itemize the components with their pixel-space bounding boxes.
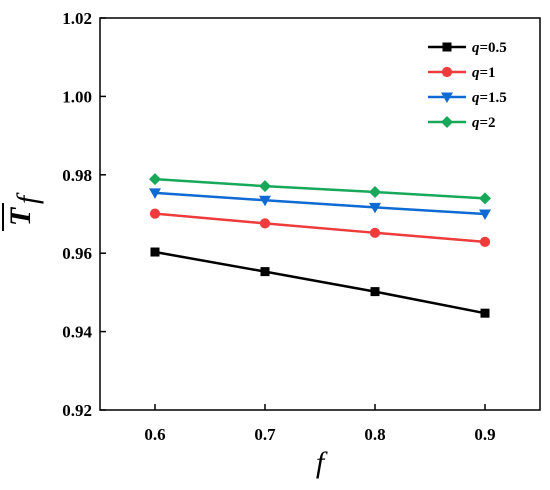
legend-label: q=0.5 [472,40,507,56]
data-point [369,227,381,238]
series-q=1 [149,208,491,247]
y-tick-label: 0.94 [62,323,92,342]
y-axis-title: Tf [2,192,44,231]
legend-item: q=1 [428,65,496,81]
y-axis-title-main: T [4,206,37,226]
data-point [259,180,271,193]
x-axis-title: f [316,446,328,479]
data-point [259,195,271,207]
series-line [154,212,486,244]
y-axis-title-subscript: f [11,192,44,204]
x-tick-label: 0.8 [364,425,385,444]
legend-var: q [472,65,480,81]
legend-label: q=1.5 [472,90,507,106]
legend-var: q [472,115,480,131]
series-q=0.5 [150,247,490,318]
data-point [479,236,491,247]
ticks: 0.6 0.7 0.8 0.9 0.92 0.94 0.96 0.98 1.00 1.02 [62,9,495,444]
series-line [154,250,486,315]
legend-item: q=2 [428,115,496,131]
series-q=2 [149,173,491,205]
legend-marker [441,116,453,128]
y-tick-label: 0.92 [62,401,92,420]
legend-var: q [472,40,480,56]
axes [99,17,541,411]
legend-value: =1.5 [480,90,507,106]
legend-label: q=1 [472,65,496,81]
y-tick-label: 1.02 [62,9,92,28]
legend-item: q=1.5 [428,90,507,106]
data-point [369,186,381,199]
series-line [154,177,486,200]
legend-value: =2 [480,115,496,131]
x-tick-label: 0.6 [144,425,165,444]
legend-marker [442,42,452,52]
legend-value: =1 [480,65,496,81]
legend-value: =0.5 [480,40,507,56]
series-line [154,191,486,216]
y-tick-label: 1.00 [62,87,92,106]
data-point [149,188,161,199]
legend-item: q=0.5 [428,40,507,56]
y-tick-label: 0.98 [62,166,92,185]
data-point [370,287,380,297]
data-point [149,208,161,219]
plot-frame [99,17,541,411]
legend-marker [441,92,453,103]
series-q=1.5 [149,188,491,220]
data-point [369,202,381,214]
data-point [479,209,491,220]
data-point [259,218,271,229]
data-point [150,247,160,257]
series-group [149,173,491,318]
data-point [260,267,270,277]
legend-var: q [472,90,480,106]
y-tick-label: 0.96 [62,244,92,263]
legend: q=0.5q=1q=1.5q=2 [428,40,507,131]
data-point [479,192,491,205]
x-tick-label: 0.9 [474,425,495,444]
legend-marker [441,66,453,78]
data-point [149,173,161,186]
legend-label: q=2 [472,115,496,131]
data-point [480,308,490,318]
x-tick-label: 0.7 [254,425,276,444]
